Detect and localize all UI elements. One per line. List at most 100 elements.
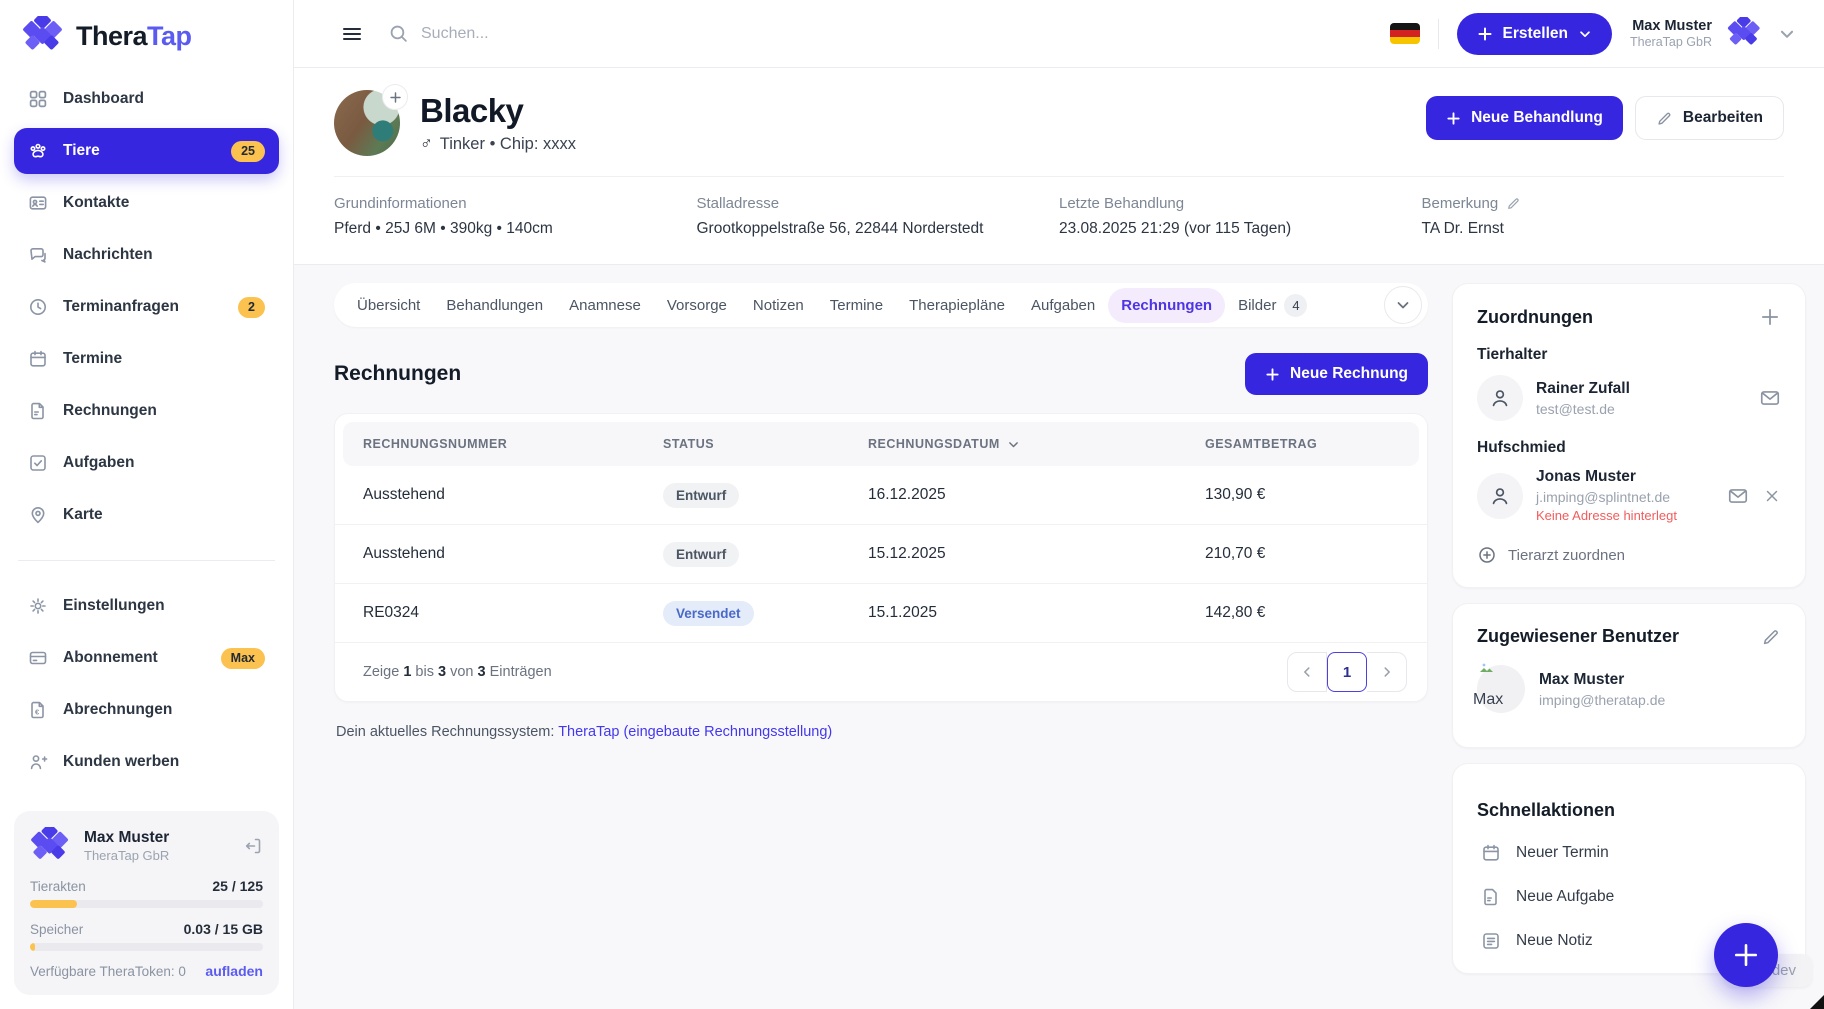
tab-uebersicht[interactable]: Übersicht — [357, 296, 421, 314]
col-rechnungsdatum[interactable]: Rechnungsdatum — [868, 437, 1205, 451]
invoice-date: 16.12.2025 — [868, 486, 946, 503]
broken-avatar: Max — [1473, 663, 1525, 713]
current-page-button[interactable]: 1 — [1327, 652, 1367, 692]
table-header-row: Rechnungsnummer Status Rechnungsdatum Ge… — [343, 422, 1419, 466]
add-photo-button[interactable] — [382, 84, 408, 110]
invoice-date: 15.1.2025 — [868, 604, 937, 621]
quick-action-new-aufgabe[interactable]: Neue Aufgabe — [1481, 887, 1781, 907]
account-org: TheraTap GbR — [84, 848, 170, 863]
person-row-hufschmied: Jonas Muster j.imping@splintnet.de Keine… — [1477, 468, 1781, 523]
hamburger-menu-icon[interactable] — [340, 22, 364, 46]
sidebar-item-karte[interactable]: Karte — [14, 492, 279, 538]
chevron-down-icon — [1580, 30, 1590, 37]
sidebar-item-termine[interactable]: Termine — [14, 336, 279, 382]
person-name: Rainer Zufall — [1536, 379, 1630, 397]
info-value: 23.08.2025 21:29 (vor 115 Tagen) — [1059, 220, 1292, 237]
person-email: j.imping@splintnet.de — [1536, 489, 1671, 505]
tab-anamnese[interactable]: Anamnese — [569, 296, 641, 314]
tab-bilder[interactable]: Bilder 4 — [1225, 285, 1320, 326]
language-flag-german[interactable] — [1389, 23, 1420, 44]
create-button[interactable]: Erstellen — [1456, 12, 1613, 55]
role-tierhalter: Tierhalter — [1477, 346, 1548, 363]
sidebar-item-tiere[interactable]: Tiere 25 — [14, 128, 279, 174]
quick-action-new-notiz[interactable]: Neue Notiz — [1481, 931, 1781, 951]
sidebar-item-dashboard[interactable]: Dashboard — [14, 76, 279, 122]
quick-actions-title: Schnellaktionen — [1477, 800, 1616, 820]
col-status: Status — [663, 437, 715, 451]
floating-add-button[interactable] — [1714, 923, 1778, 987]
patient-photo[interactable] — [334, 84, 408, 156]
mouse-cursor — [1810, 995, 1824, 1009]
invoice-system-link[interactable]: TheraTap (eingebaute Rechnungsstellung) — [558, 724, 833, 740]
mail-icon[interactable] — [1727, 485, 1749, 507]
tab-aufgaben[interactable]: Aufgaben — [1031, 296, 1096, 314]
tab-vorsorge[interactable]: Vorsorge — [666, 296, 727, 314]
table-row[interactable]: RE0324 Versendet 15.1.2025 142,80 € — [335, 584, 1427, 643]
aufladen-link[interactable]: aufladen — [205, 963, 263, 979]
patient-subtitle: Tinker • Chip: xxxx — [439, 134, 577, 153]
assign-vet-button[interactable]: Tierarzt zuordnen — [1477, 545, 1781, 565]
edit-note-icon[interactable] — [1506, 196, 1521, 211]
edit-patient-button[interactable]: Bearbeiten — [1634, 96, 1784, 140]
tab-behandlungen[interactable]: Behandlungen — [446, 296, 544, 314]
entries-summary: Zeige 1 bis 3 von 3 Einträgen — [363, 664, 552, 680]
brand-logo[interactable]: TheraTap — [14, 0, 279, 76]
sidebar-item-label: Karte — [63, 506, 103, 523]
status-badge: Entwurf — [663, 541, 740, 567]
tabs-overflow-button[interactable] — [1384, 286, 1422, 324]
info-label: Grundinformationen — [334, 195, 467, 212]
sidebar-item-aufgaben[interactable]: Aufgaben — [14, 440, 279, 486]
status-badge: Entwurf — [663, 482, 740, 508]
theratoken-label: Verfügbare TheraToken: 0 — [30, 964, 186, 979]
person-avatar-icon — [1477, 472, 1523, 519]
main-area: Erstellen Max Muster TheraTap GbR — [294, 0, 1824, 1009]
table-row[interactable]: Ausstehend Entwurf 16.12.2025 130,90 € — [335, 466, 1427, 525]
assigned-user-title: Zugewiesener Benutzer — [1477, 626, 1680, 646]
role-hufschmied: Hufschmied — [1477, 439, 1566, 456]
chevron-right-icon — [1383, 667, 1390, 677]
assigned-user-card: Zugewiesener Benutzer Max Max Muster imp… — [1452, 603, 1806, 748]
account-name: Max Muster — [84, 829, 170, 846]
info-value: TA Dr. Ernst — [1421, 220, 1504, 237]
mail-icon[interactable] — [1759, 387, 1781, 409]
sidebar-item-abrechnungen[interactable]: € Abrechnungen — [14, 687, 279, 733]
person-name: Jonas Muster — [1536, 468, 1636, 485]
assignments-card: Zuordnungen Tierhalter Rainer Zufall tes… — [1452, 283, 1806, 588]
sidebar-item-label: Aufgaben — [63, 454, 135, 471]
quick-action-new-termin[interactable]: Neuer Termin — [1481, 843, 1781, 863]
sidebar-item-kunden-werben[interactable]: Kunden werben — [14, 739, 279, 785]
sidebar-item-rechnungen[interactable]: Rechnungen — [14, 388, 279, 434]
new-invoice-button[interactable]: Neue Rechnung — [1245, 353, 1428, 395]
tab-rechnungen[interactable]: Rechnungen — [1108, 287, 1226, 323]
sidebar-item-nachrichten[interactable]: Nachrichten — [14, 232, 279, 278]
new-treatment-button[interactable]: Neue Behandlung — [1426, 96, 1623, 140]
tierakten-progress — [30, 900, 263, 908]
sidebar-item-abonnement[interactable]: Abonnement Max — [14, 635, 279, 681]
col-gesamtbetrag: Gesamtbetrag — [1205, 437, 1318, 451]
sidebar-item-kontakte[interactable]: Kontakte — [14, 180, 279, 226]
tab-therapieplaene[interactable]: Therapiepläne — [909, 296, 1006, 314]
info-value: Grootkoppelstraße 56, 22844 Norderstedt — [696, 220, 984, 237]
logout-icon[interactable] — [243, 836, 263, 856]
info-label: Letzte Behandlung — [1059, 195, 1185, 212]
edit-assigned-user-icon[interactable] — [1761, 627, 1781, 647]
next-page-button[interactable] — [1367, 652, 1407, 692]
search-icon — [388, 23, 409, 44]
chat-icon — [28, 245, 48, 265]
assigned-user-email: imping@theratap.de — [1539, 691, 1666, 708]
add-assignment-icon[interactable] — [1759, 306, 1781, 328]
info-grundinformationen: Grundinformationen Pferd • 25J 6M • 390k… — [334, 195, 697, 238]
tab-notizen[interactable]: Notizen — [752, 296, 804, 314]
invoices-table: Rechnungsnummer Status Rechnungsdatum Ge… — [334, 413, 1428, 702]
table-row[interactable]: Ausstehend Entwurf 15.12.2025 210,70 € — [335, 525, 1427, 584]
topbar-divider — [1437, 18, 1439, 49]
remove-person-icon[interactable] — [1763, 487, 1781, 505]
search-input[interactable] — [421, 24, 808, 43]
prev-page-button[interactable] — [1287, 652, 1327, 692]
tab-termine[interactable]: Termine — [829, 296, 884, 314]
person-email: test@test.de — [1536, 400, 1615, 417]
user-menu[interactable]: Max Muster TheraTap GbR — [1630, 12, 1796, 55]
sidebar-item-einstellungen[interactable]: Einstellungen — [14, 583, 279, 629]
sidebar-item-terminanfragen[interactable]: Terminanfragen 2 — [14, 284, 279, 330]
